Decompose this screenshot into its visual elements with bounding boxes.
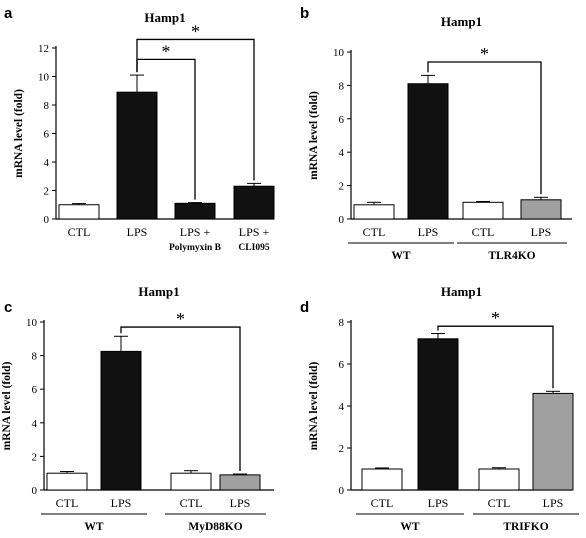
y-tick-label: 6 — [339, 359, 345, 371]
bar — [116, 91, 158, 220]
x-tick-label: LPS — [127, 225, 148, 239]
significance-bracket — [437, 325, 554, 389]
bar — [100, 350, 142, 491]
x-tick-label: LPS + — [239, 225, 270, 239]
y-tick-label: 6 — [32, 384, 38, 396]
bar — [361, 468, 403, 491]
panel-b: b Hamp1 mRNA level (fold) 0 2 4 6 8 10 CTL LPS CTL L… — [300, 5, 572, 262]
x-tick-label: CLI095 — [238, 243, 269, 253]
x-tick-label: CTL — [371, 496, 394, 510]
bar — [170, 472, 212, 491]
y-tick-label: 4 — [32, 418, 38, 430]
y-tick-label: 0 — [339, 214, 345, 226]
bar — [233, 185, 275, 220]
y-tick-label: 10 — [333, 47, 345, 59]
significance-star: * — [491, 308, 500, 328]
y-tick-label: 2 — [339, 443, 345, 455]
bar — [219, 474, 261, 491]
significance-bracket — [120, 326, 241, 472]
group-label: WT — [84, 521, 104, 533]
x-tick-label: CTL — [68, 225, 91, 239]
x-tick-label: CTL — [56, 496, 79, 510]
x-tick-label: LPS — [111, 496, 132, 510]
y-axis-label: mRNA level (fold) — [1, 361, 13, 450]
group-label: TRIFKO — [503, 521, 548, 533]
y-tick-label: 10 — [26, 317, 38, 329]
y-tick-label: 8 — [32, 351, 38, 363]
bar — [174, 202, 216, 220]
y-axis-label: mRNA level (fold) — [308, 361, 320, 450]
chart-title: Hamp1 — [138, 284, 179, 299]
y-axis-label: mRNA level (fold) — [13, 89, 25, 178]
significance-star: * — [191, 21, 200, 41]
group-label: MyD88KO — [188, 521, 242, 533]
panel-c: c Hamp1 mRNA level (fold) 0 2 4 6 8 10 CTL LPS CTL L… — [1, 284, 274, 533]
bar — [462, 201, 504, 220]
bar — [407, 83, 449, 220]
y-tick-label: 2 — [339, 181, 345, 193]
panel-letter: c — [4, 299, 12, 316]
y-tick-label: 8 — [339, 317, 345, 329]
y-tick-label: 0 — [32, 485, 38, 497]
x-tick-label: LPS — [543, 496, 564, 510]
y-tick-label: 10 — [38, 72, 50, 84]
panel-letter: a — [4, 5, 13, 22]
y-tick-label: 4 — [44, 157, 50, 169]
x-tick-label: LPS — [531, 225, 552, 239]
group-label: WT — [400, 521, 420, 533]
chart-title: Hamp1 — [144, 10, 185, 25]
significance-star: * — [162, 41, 171, 61]
x-tick-label: Polymyxin B — [169, 243, 222, 253]
panel-letter: d — [300, 299, 309, 316]
y-tick-label: 12 — [38, 43, 49, 55]
significance-bracket — [136, 38, 255, 181]
bar — [520, 199, 562, 220]
y-tick-label: 2 — [32, 451, 38, 463]
bar — [353, 204, 395, 220]
x-tick-label: CTL — [488, 496, 511, 510]
y-tick-label: 2 — [44, 186, 50, 198]
x-tick-label: CTL — [180, 496, 203, 510]
y-tick-label: 8 — [44, 100, 50, 112]
y-tick-label: 6 — [339, 114, 345, 126]
group-label: WT — [391, 250, 411, 262]
x-tick-label: LPS — [418, 225, 439, 239]
y-tick-label: 8 — [339, 80, 345, 92]
x-tick-label: LPS — [230, 496, 251, 510]
chart-title: Hamp1 — [441, 284, 482, 299]
y-tick-label: 0 — [44, 214, 50, 226]
significance-bracket — [427, 61, 542, 195]
chart-title: Hamp1 — [441, 14, 482, 29]
bar — [58, 204, 100, 220]
y-axis-label: mRNA level (fold) — [308, 91, 320, 180]
x-tick-label: CTL — [363, 225, 386, 239]
significance-star: * — [176, 309, 185, 329]
x-tick-label: CTL — [472, 225, 495, 239]
bar — [417, 338, 459, 491]
significance-star: * — [480, 44, 489, 64]
x-tick-label: LPS + — [180, 225, 211, 239]
bar — [478, 468, 520, 491]
bar — [46, 472, 88, 491]
panel-d: d Hamp1 mRNA level (fold) 0 2 4 6 8 CTL LPS CTL LPS… — [300, 284, 579, 533]
y-tick-label: 0 — [339, 485, 345, 497]
panel-letter: b — [300, 5, 309, 22]
panel-a: a Hamp1 mRNA level (fold) 0 2 4 6 8 10 12 CTL LPS LP… — [4, 5, 275, 253]
bar — [532, 392, 574, 491]
group-label: TLR4KO — [488, 250, 535, 262]
y-tick-label: 4 — [339, 147, 345, 159]
y-tick-label: 4 — [339, 401, 345, 413]
y-tick-label: 6 — [44, 129, 50, 141]
x-tick-label: LPS — [428, 496, 449, 510]
